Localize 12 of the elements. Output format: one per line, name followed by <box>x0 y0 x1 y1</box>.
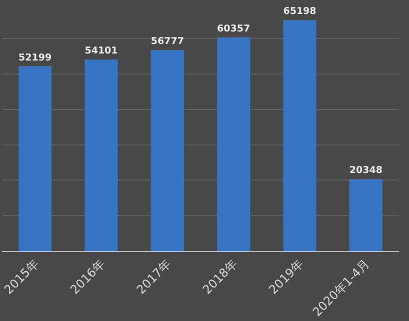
data-label: 65198 <box>283 6 317 18</box>
bar <box>283 20 316 251</box>
data-label: 20348 <box>349 165 383 176</box>
data-label: 52199 <box>18 52 52 64</box>
data-label: 60357 <box>217 23 250 34</box>
bar <box>349 178 382 251</box>
data-label: 56777 <box>150 36 184 48</box>
bar <box>217 37 250 251</box>
data-label: 54101 <box>84 46 118 57</box>
bar <box>150 50 184 251</box>
bar <box>18 66 52 251</box>
bar <box>84 59 118 251</box>
